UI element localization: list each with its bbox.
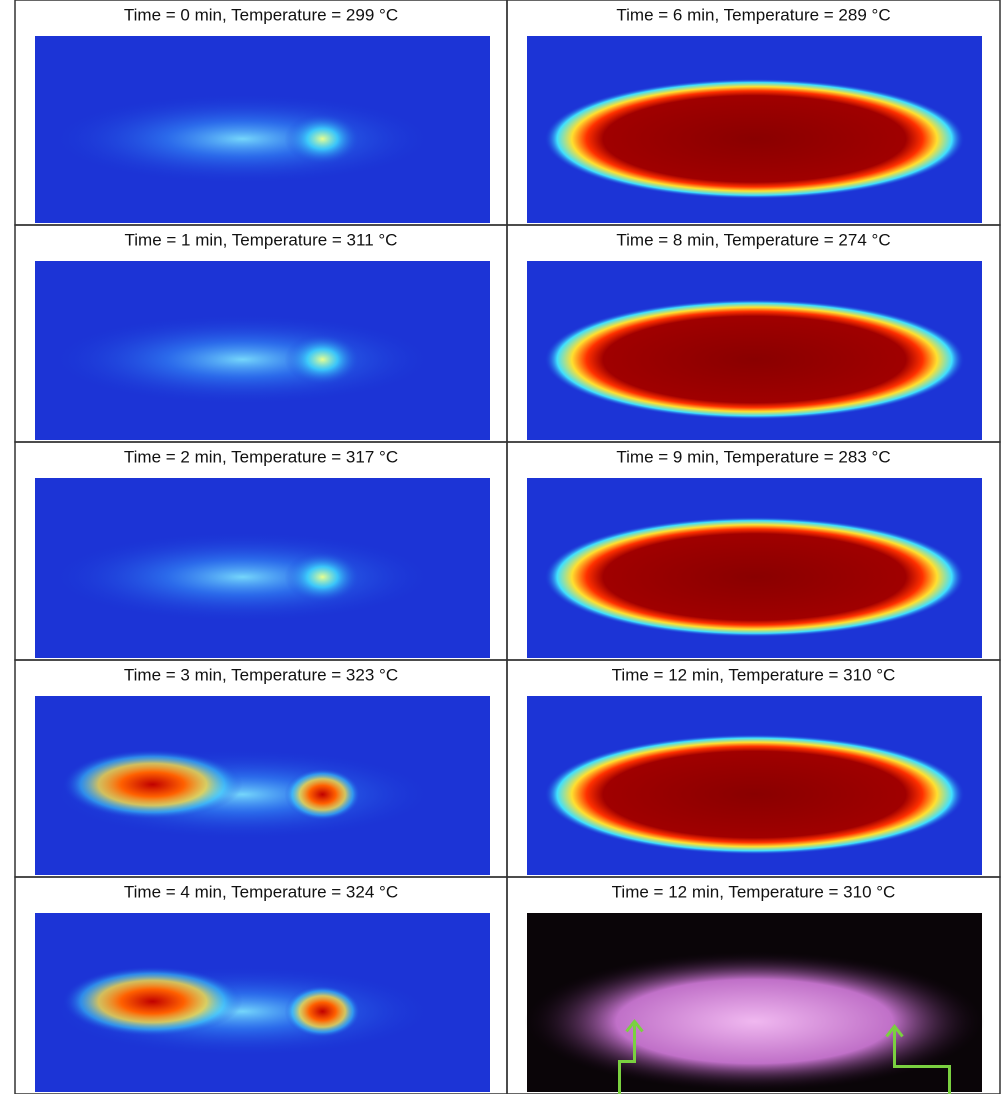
hot-spot [285, 113, 361, 165]
hot-spot [285, 985, 361, 1037]
hot-spot [285, 768, 361, 820]
hot-zone [545, 734, 965, 854]
panel-caption: Time = 8 min, Temperature = 274 °C [616, 230, 890, 249]
panel-caption: Time = 2 min, Temperature = 317 °C [124, 447, 398, 466]
panel-caption: Time = 9 min, Temperature = 283 °C [616, 447, 890, 466]
hot-zone [545, 517, 965, 637]
hot-zone [545, 299, 965, 419]
panel-caption: Time = 4 min, Temperature = 324 °C [124, 882, 398, 901]
thermal-image [527, 261, 982, 440]
light-glow [525, 951, 985, 1091]
panel-caption: Time = 3 min, Temperature = 323 °C [124, 665, 398, 684]
panel-caption: Time = 0 min, Temperature = 299 °C [124, 5, 398, 24]
hot-spot [285, 551, 361, 603]
panel-caption: Time = 12 min, Temperature = 310 °C [612, 882, 896, 901]
hot-spot [285, 333, 361, 385]
thermal-image [527, 478, 982, 658]
figure: Time = 0 min, Temperature = 299 °C Time =… [0, 0, 1006, 1094]
glow [53, 532, 433, 622]
glow [53, 314, 433, 404]
hot-spot [63, 966, 243, 1036]
panel-grid: Time = 0 min, Temperature = 299 °C Time =… [15, 0, 1000, 1094]
panel-caption: Time = 6 min, Temperature = 289 °C [616, 5, 890, 24]
glow [53, 94, 433, 184]
hot-zone [545, 79, 965, 199]
thermal-image [35, 261, 490, 440]
thermal-image [35, 478, 490, 658]
hot-spot [63, 749, 243, 819]
panel-caption: Time = 1 min, Temperature = 311 °C [125, 230, 398, 249]
panel-caption: Time = 12 min, Temperature = 310 °C [612, 665, 896, 684]
thermal-image [35, 913, 490, 1092]
thermal-image [527, 36, 982, 223]
thermal-image [35, 36, 490, 223]
thermal-image [525, 913, 985, 1094]
thermal-image [35, 696, 490, 875]
thermal-image [527, 696, 982, 875]
